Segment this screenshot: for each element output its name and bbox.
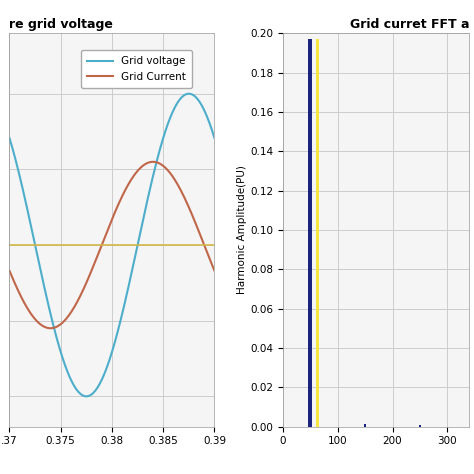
Grid Current [206,254,211,259]
Grid voltage [106,358,112,364]
Grid voltage [168,113,174,118]
Y-axis label: Harmonic Amplitude(PU): Harmonic Amplitude(PU) [237,165,247,294]
Grid Current [168,172,174,177]
Grid voltage [7,135,12,141]
Grid Current [48,325,54,331]
Grid voltage [186,91,191,97]
Grid Current [106,223,112,229]
Grid Current [7,268,12,273]
Bar [316,39,319,427]
Grid voltage [83,393,89,399]
Grid voltage [101,372,107,378]
Grid Current [206,254,211,259]
Line: Grid Current: Grid Current [9,162,214,328]
Grid voltage [206,118,211,124]
Grid voltage [211,135,217,141]
Bar [419,425,421,427]
Grid Current [101,237,107,243]
Legend: Grid voltage, Grid Current: Grid voltage, Grid Current [81,50,192,88]
Grid Current [211,268,217,273]
Grid voltage [17,174,23,180]
Text: Grid curret FFT a: Grid curret FFT a [350,18,469,31]
Text: re grid voltage: re grid voltage [9,18,113,31]
Grid voltage [206,118,211,124]
Line: Grid voltage: Grid voltage [9,94,214,396]
Bar [364,424,366,427]
Grid Current [17,292,23,297]
Bar [309,39,312,427]
Grid Current [150,159,156,164]
